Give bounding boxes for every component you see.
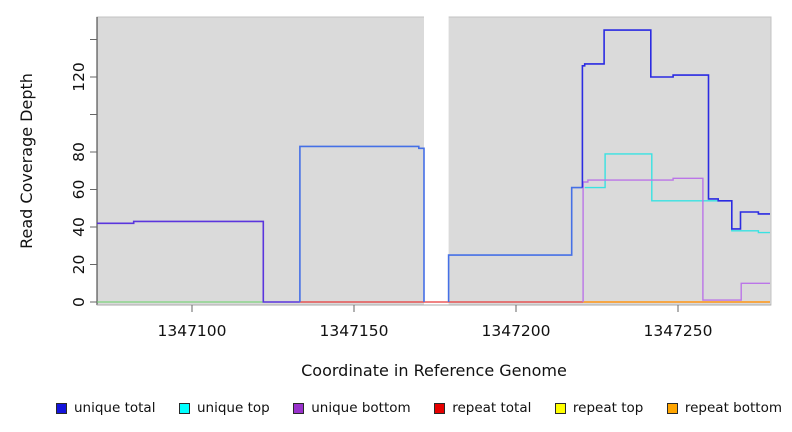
- y-tick-label: 120: [70, 62, 88, 92]
- series-unique-total-segment-4: [581, 29, 770, 230]
- x-tick-label: 1347100: [157, 322, 226, 340]
- legend-swatch-icon: [434, 402, 446, 414]
- series-unique-total-segment-3: [447, 186, 583, 302]
- legend-label: repeat total: [452, 400, 532, 416]
- legend-item-repeat-total: repeat total: [434, 400, 531, 416]
- series-unique-bottom: [582, 177, 770, 302]
- legend-swatch-icon: [666, 402, 678, 414]
- legend-label: repeat top: [572, 400, 644, 416]
- series-unique-total-segment-2: [299, 145, 425, 302]
- legend-swatch-icon: [179, 402, 190, 414]
- legend-swatch-icon: [293, 402, 305, 414]
- legend-item-unique-total: unique total: [56, 400, 155, 416]
- legend-label: repeat bottom: [684, 400, 782, 416]
- legend-label: unique top: [197, 400, 270, 416]
- legend-item-repeat-bottom: repeat bottom: [666, 400, 782, 416]
- y-tick-label: 40: [70, 217, 88, 237]
- legend-item-repeat-top: repeat top: [554, 400, 644, 416]
- legend-swatch-icon: [56, 402, 67, 414]
- no-data-region: [424, 16, 449, 306]
- y-tick-label: 20: [70, 255, 88, 275]
- y-tick-label: 0: [70, 297, 88, 307]
- x-tick-label: 1347150: [319, 322, 388, 340]
- coverage-plot: 1347100 1347150 1347200 1347250 0 20 40 60 80 120…: [17, 16, 772, 380]
- legend-item-unique-top: unique top: [179, 400, 270, 416]
- y-tick-label: 80: [70, 142, 88, 162]
- series-unique-top: [584, 153, 770, 234]
- y-tick-label: 60: [70, 180, 88, 200]
- legend-label: unique bottom: [311, 400, 411, 416]
- x-axis-title: Coordinate in Reference Genome: [301, 361, 567, 380]
- series-unique-total-segment-1: [97, 220, 300, 303]
- legend: unique total unique top unique bottom repea…: [0, 396, 792, 420]
- legend-item-unique-bottom: unique bottom: [293, 400, 411, 416]
- y-axis-title: Read Coverage Depth: [17, 73, 36, 249]
- legend-swatch-icon: [554, 402, 566, 414]
- x-tick-label: 1347250: [643, 322, 712, 340]
- x-tick-label: 1347200: [481, 322, 550, 340]
- legend-label: unique total: [74, 400, 156, 416]
